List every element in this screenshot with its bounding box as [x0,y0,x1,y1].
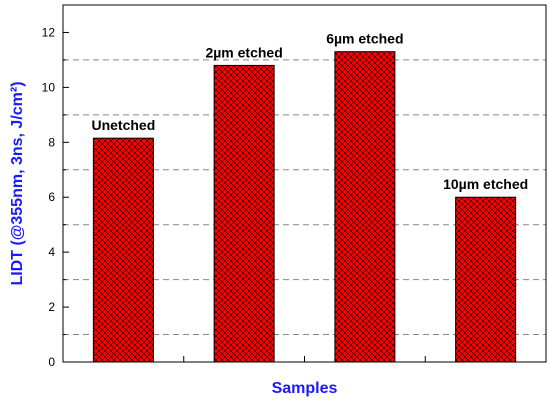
x-axis-ticks [183,356,426,362]
x-axis-title: Samples [272,380,338,397]
bars [92,51,517,363]
y-axis-ticks: 0 2 4 6 8 10 12 [42,25,69,369]
y-tick-label: 2 [48,300,55,314]
bar-label: 2µm etched [205,44,282,60]
bar-label: Unetched [91,117,155,133]
y-tick-label: 12 [42,25,56,39]
y-tick-label: 0 [48,355,55,369]
bar-10-m-etched [455,196,517,363]
bar-2-m-etched [213,64,275,363]
y-tick-label: 4 [48,245,55,259]
bar-6-m-etched [334,51,396,363]
y-tick-label: 8 [48,135,55,149]
y-tick-label: 6 [48,190,55,204]
bar-label: 10µm etched [443,176,528,192]
bar-unetched [92,137,154,363]
bar-label: 6µm etched [326,31,403,47]
y-axis-title: LIDT (@355nm, 3ns, J/cm²) [9,81,26,285]
y-tick-label: 10 [42,80,56,94]
bar-labels: Unetched 2µm etched 6µm etched 10µm etched [91,31,528,193]
